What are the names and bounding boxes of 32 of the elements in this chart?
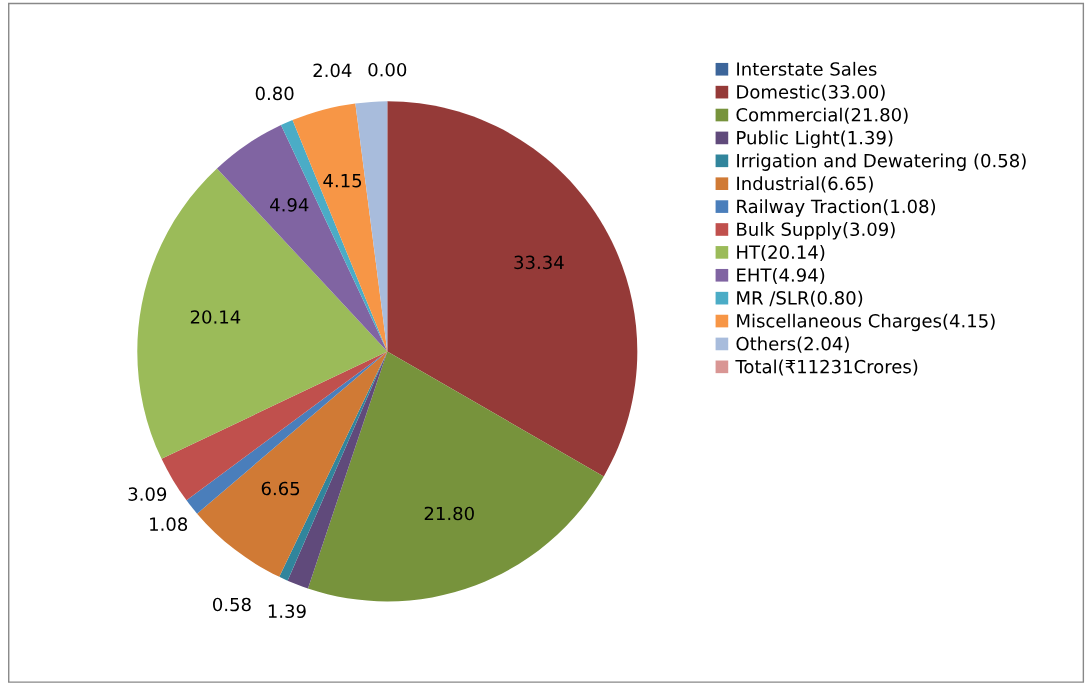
legend-label: Railway Traction(1.08) <box>737 199 936 217</box>
data-label: 33.34 <box>514 255 564 270</box>
legend-label: Public Light(1.39) <box>737 130 893 148</box>
data-label: 4.94 <box>270 197 309 212</box>
data-label: 0.58 <box>213 597 251 612</box>
legend-label: MR /SLR(0.80) <box>737 290 863 307</box>
legend-label: HT(20.14) <box>737 245 825 262</box>
data-label: 6.65 <box>261 481 300 496</box>
legend-label: Miscellaneous Charges(4.15) <box>737 313 995 332</box>
pie-slice <box>197 351 388 577</box>
data-label: 3.09 <box>128 487 167 501</box>
data-label: 1.39 <box>268 604 306 619</box>
data-label: 4.15 <box>323 174 362 188</box>
pie-slice <box>137 168 388 459</box>
data-label: 2.04 <box>313 63 352 78</box>
data-label: 20.14 <box>190 310 241 324</box>
text: 0.00 <box>368 62 407 77</box>
legend-label: Others(2.04) <box>736 336 849 353</box>
data-label: 0.80 <box>255 86 294 101</box>
legend-label: Commercial(21.80) <box>736 107 908 124</box>
legend-label: Industrial(6.65) <box>737 176 873 193</box>
pie-slice <box>186 351 388 514</box>
legend-label: Total(₹11231Crores) <box>735 359 918 376</box>
legend-label: Bulk Supply(3.09) <box>737 222 895 240</box>
legend-label: EHT(4.94) <box>737 267 825 284</box>
pie-slice <box>387 101 638 477</box>
legend-label: Domestic(33.00) <box>737 84 885 101</box>
data-label: 1.08 <box>150 517 188 532</box>
data-label: 21.80 <box>424 506 474 521</box>
legend-label: Irrigation and Dewatering (0.58) <box>737 153 1026 171</box>
pie-slice <box>307 351 604 602</box>
legend-label: Interstate Sales <box>737 61 877 76</box>
